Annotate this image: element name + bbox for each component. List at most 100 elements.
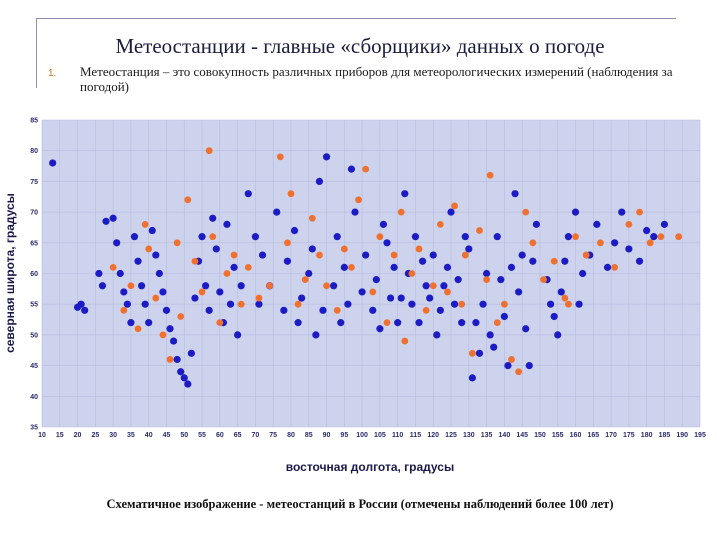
x-tick-label: 95 bbox=[340, 432, 348, 439]
blue-station-point bbox=[116, 269, 124, 278]
orange-station-point bbox=[152, 294, 160, 302]
orange-station-point bbox=[468, 349, 476, 357]
orange-station-point bbox=[173, 239, 181, 247]
orange-station-point bbox=[141, 220, 149, 228]
x-tick-label: 55 bbox=[198, 432, 206, 439]
blue-station-point bbox=[137, 282, 146, 290]
blue-station-point bbox=[447, 208, 455, 216]
blue-station-point bbox=[81, 306, 89, 314]
blue-station-point bbox=[643, 226, 651, 235]
orange-station-point bbox=[276, 153, 284, 161]
blue-station-point bbox=[159, 288, 167, 296]
blue-station-point bbox=[187, 349, 195, 357]
blue-station-point bbox=[507, 263, 516, 271]
blue-station-point bbox=[294, 319, 302, 327]
x-tick-label: 185 bbox=[659, 432, 671, 439]
blue-station-point bbox=[440, 282, 448, 290]
blue-station-point bbox=[379, 220, 388, 228]
orange-station-point bbox=[177, 313, 185, 320]
orange-station-point bbox=[316, 251, 323, 259]
blue-station-point bbox=[202, 282, 210, 290]
blue-station-point bbox=[141, 300, 149, 308]
orange-station-point bbox=[134, 325, 142, 333]
y-tick-label: 60 bbox=[30, 271, 38, 278]
orange-station-point bbox=[461, 251, 469, 259]
blue-station-point bbox=[458, 319, 466, 327]
blue-station-point bbox=[148, 226, 156, 235]
blue-station-point bbox=[205, 306, 213, 314]
blue-station-point bbox=[660, 220, 669, 228]
blue-station-point bbox=[123, 300, 131, 308]
blue-station-point bbox=[226, 300, 235, 308]
blue-station-point bbox=[251, 233, 260, 241]
blue-station-point bbox=[429, 251, 437, 259]
blue-station-point bbox=[102, 217, 110, 225]
title-divider-vertical bbox=[36, 18, 37, 88]
orange-station-point bbox=[205, 147, 213, 155]
x-tick-label: 160 bbox=[570, 432, 582, 439]
blue-station-point bbox=[319, 306, 327, 314]
x-tick-label: 85 bbox=[305, 432, 313, 439]
x-axis-label: восточная долгота, градусы bbox=[286, 460, 454, 474]
title-divider-horizontal bbox=[36, 18, 676, 19]
blue-station-point bbox=[579, 269, 587, 278]
x-tick-label: 20 bbox=[74, 432, 82, 439]
y-tick-label: 65 bbox=[30, 240, 38, 247]
blue-station-point bbox=[625, 245, 633, 253]
x-tick-label: 70 bbox=[252, 432, 260, 439]
blue-station-point bbox=[515, 288, 523, 296]
orange-station-point bbox=[625, 220, 633, 228]
blue-station-point bbox=[418, 257, 427, 265]
blue-station-point bbox=[315, 177, 324, 185]
blue-station-point bbox=[120, 288, 128, 296]
y-tick-labels: 35 40 45 50 55 60 65 70 75 80 85 bbox=[30, 118, 38, 432]
blue-station-point bbox=[298, 294, 306, 302]
blue-station-point bbox=[461, 233, 469, 241]
blue-station-point bbox=[166, 325, 174, 333]
blue-station-point bbox=[145, 319, 153, 327]
blue-station-point bbox=[472, 319, 480, 327]
x-tick-label: 25 bbox=[91, 432, 99, 439]
orange-station-point bbox=[355, 196, 362, 204]
orange-station-point bbox=[109, 263, 117, 271]
y-tick-label: 45 bbox=[30, 363, 38, 370]
blue-station-point bbox=[170, 337, 178, 345]
blue-station-point bbox=[230, 263, 238, 271]
blue-station-point bbox=[209, 214, 217, 222]
orange-station-point bbox=[429, 282, 437, 290]
orange-station-point bbox=[223, 270, 231, 277]
blue-station-point bbox=[415, 319, 423, 327]
blue-station-point bbox=[337, 319, 345, 327]
orange-station-point bbox=[127, 282, 135, 290]
orange-station-point bbox=[301, 276, 309, 284]
orange-station-point bbox=[522, 208, 530, 216]
blue-station-point bbox=[234, 331, 242, 339]
blue-station-point bbox=[550, 312, 558, 321]
orange-station-point bbox=[266, 282, 274, 290]
orange-station-point bbox=[540, 276, 547, 284]
x-tick-label: 45 bbox=[163, 432, 171, 439]
blue-station-point bbox=[130, 233, 139, 241]
x-tick-label: 155 bbox=[552, 432, 564, 439]
x-tick-label: 105 bbox=[374, 432, 386, 439]
blue-station-point bbox=[408, 300, 416, 308]
orange-station-point bbox=[237, 300, 245, 308]
orange-station-point bbox=[529, 239, 537, 247]
blue-station-point bbox=[422, 282, 430, 290]
blue-station-point bbox=[155, 269, 163, 278]
slide-caption: Схематичное изображение - метеостанций в… bbox=[106, 497, 614, 511]
orange-station-point bbox=[159, 331, 167, 339]
blue-station-point bbox=[547, 300, 555, 308]
x-tick-label: 100 bbox=[356, 432, 368, 439]
blue-station-point bbox=[433, 331, 441, 339]
x-tick-label: 125 bbox=[445, 432, 457, 439]
orange-station-point bbox=[486, 171, 494, 179]
blue-station-point bbox=[340, 263, 348, 271]
orange-station-point bbox=[422, 306, 430, 314]
blue-station-point bbox=[223, 220, 231, 228]
blue-station-point bbox=[386, 294, 395, 302]
y-tick-label: 55 bbox=[30, 302, 38, 309]
x-tick-label: 40 bbox=[145, 432, 153, 439]
blue-station-point bbox=[322, 153, 331, 161]
orange-station-point bbox=[550, 257, 558, 265]
